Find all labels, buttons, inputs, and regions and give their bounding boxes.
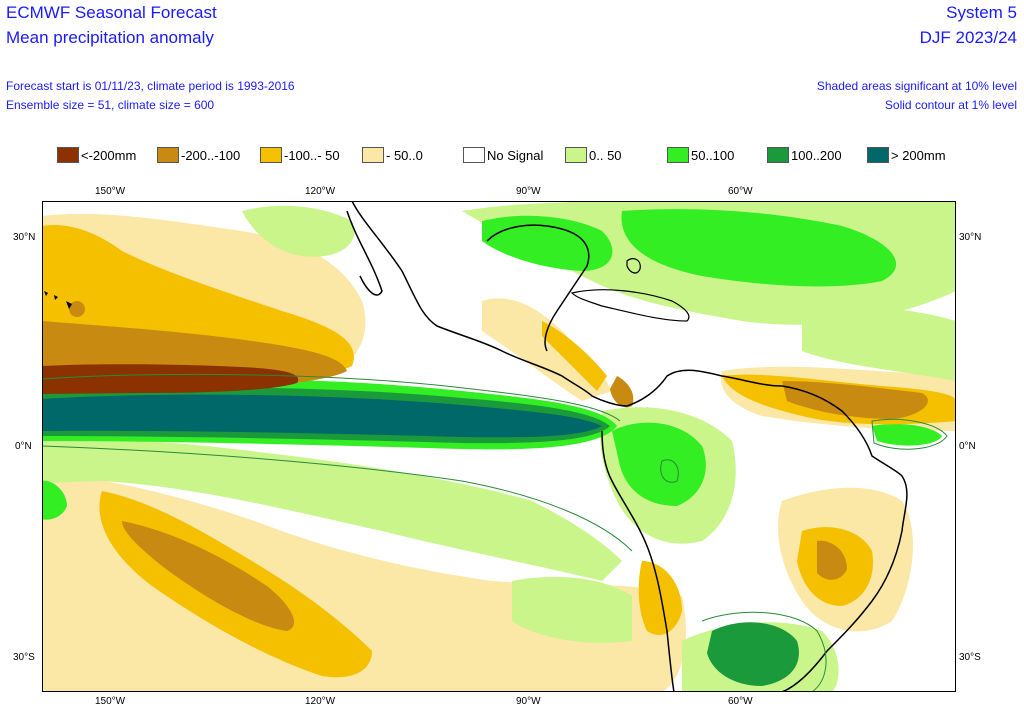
coastline [601, 430, 675, 692]
legend-label: No Signal [487, 147, 544, 163]
legend-label: -100..- 50 [284, 147, 340, 163]
anomaly-region [122, 521, 295, 631]
anomaly-region [638, 561, 682, 635]
lon-label-bottom: 90°W [516, 696, 541, 707]
season-label: DJF 2023/24 [919, 28, 1017, 47]
lon-label-top: 90°W [516, 186, 541, 197]
lat-label-right: 30°N [959, 232, 982, 243]
significance-contour [42, 373, 621, 422]
anomaly-region [242, 205, 355, 257]
legend-label: <-200mm [81, 147, 137, 163]
legend-item: > 200mm [867, 146, 946, 164]
legend-label: 0.. 50 [589, 147, 622, 163]
anomaly-region [482, 215, 613, 271]
legend-label: > 200mm [891, 147, 946, 163]
lat-label-left: 0°N [15, 441, 32, 452]
anomaly-region [42, 471, 686, 692]
shade-significance-note: Shaded areas significant at 10% level [816, 79, 1017, 93]
anomaly-region [782, 381, 928, 419]
lon-label-top: 120°W [305, 186, 336, 197]
anomaly-region [610, 376, 634, 408]
lon-label-top: 60°W [728, 186, 753, 197]
anomaly-region [42, 439, 622, 581]
anomaly-region [542, 321, 607, 391]
legend-label: - 50..0 [386, 147, 423, 163]
ensemble-info: Ensemble size = 51, climate size = 600 [6, 98, 215, 112]
coastline [626, 258, 641, 274]
map-subtitle: Mean precipitation anomaly [6, 28, 214, 47]
coastline [351, 201, 908, 692]
lat-label-right: 0°N [959, 441, 976, 452]
map-title: ECMWF Seasonal Forecast [6, 3, 217, 22]
legend-swatch [260, 147, 282, 163]
legend-swatch [767, 147, 789, 163]
anomaly-region [512, 576, 632, 643]
significance-contour [701, 611, 827, 692]
anomaly-region [42, 394, 602, 438]
anomaly-region [42, 480, 67, 520]
significance-contour [871, 418, 948, 450]
lon-label-bottom: 120°W [305, 696, 336, 707]
lat-label-left: 30°N [13, 232, 36, 243]
map-border [42, 201, 956, 692]
legend-item: 50..100 [667, 146, 734, 164]
coastline [486, 224, 590, 352]
contour-significance-note: Solid contour at 1% level [884, 98, 1017, 112]
precipitation-anomaly-map [42, 201, 956, 692]
legend-item: 0.. 50 [565, 146, 622, 164]
anomaly-region [872, 424, 942, 446]
legend-swatch [565, 147, 587, 163]
forecast-info: Forecast start is 01/11/23, climate peri… [6, 79, 295, 93]
anomaly-region [802, 306, 956, 381]
anomaly-region [612, 422, 706, 506]
legend-swatch [463, 147, 485, 163]
lat-label-right: 30°S [959, 652, 981, 663]
legend-item: -100..- 50 [260, 146, 340, 164]
island [44, 291, 72, 309]
legend-label: 100..200 [791, 147, 842, 163]
significance-contour [660, 459, 679, 483]
legend-label: -200..-100 [181, 147, 241, 163]
anomaly-region [69, 301, 85, 317]
lon-label-bottom: 60°W [728, 696, 753, 707]
legend-swatch [57, 147, 79, 163]
lon-label-top: 150°W [95, 186, 126, 197]
coastline [570, 289, 690, 322]
system-label: System 5 [946, 3, 1017, 22]
legend-item: -200..-100 [157, 146, 240, 164]
anomaly-region [817, 540, 847, 580]
legend-swatch [867, 147, 889, 163]
legend-swatch [362, 147, 384, 163]
legend-item: <-200mm [57, 146, 136, 164]
legend-swatch [157, 147, 179, 163]
coastline [346, 210, 383, 296]
anomaly-region [42, 364, 299, 394]
lon-label-bottom: 150°W [95, 696, 126, 707]
anomaly-region [707, 622, 799, 686]
legend-item: - 50..0 [362, 146, 423, 164]
legend-label: 50..100 [691, 147, 735, 163]
legend-item: No Signal [463, 146, 543, 164]
legend-swatch [667, 147, 689, 163]
anomaly-region [621, 209, 897, 287]
significance-contour [42, 445, 633, 552]
legend-item: 100..200 [767, 146, 842, 164]
lat-label-left: 30°S [13, 652, 35, 663]
